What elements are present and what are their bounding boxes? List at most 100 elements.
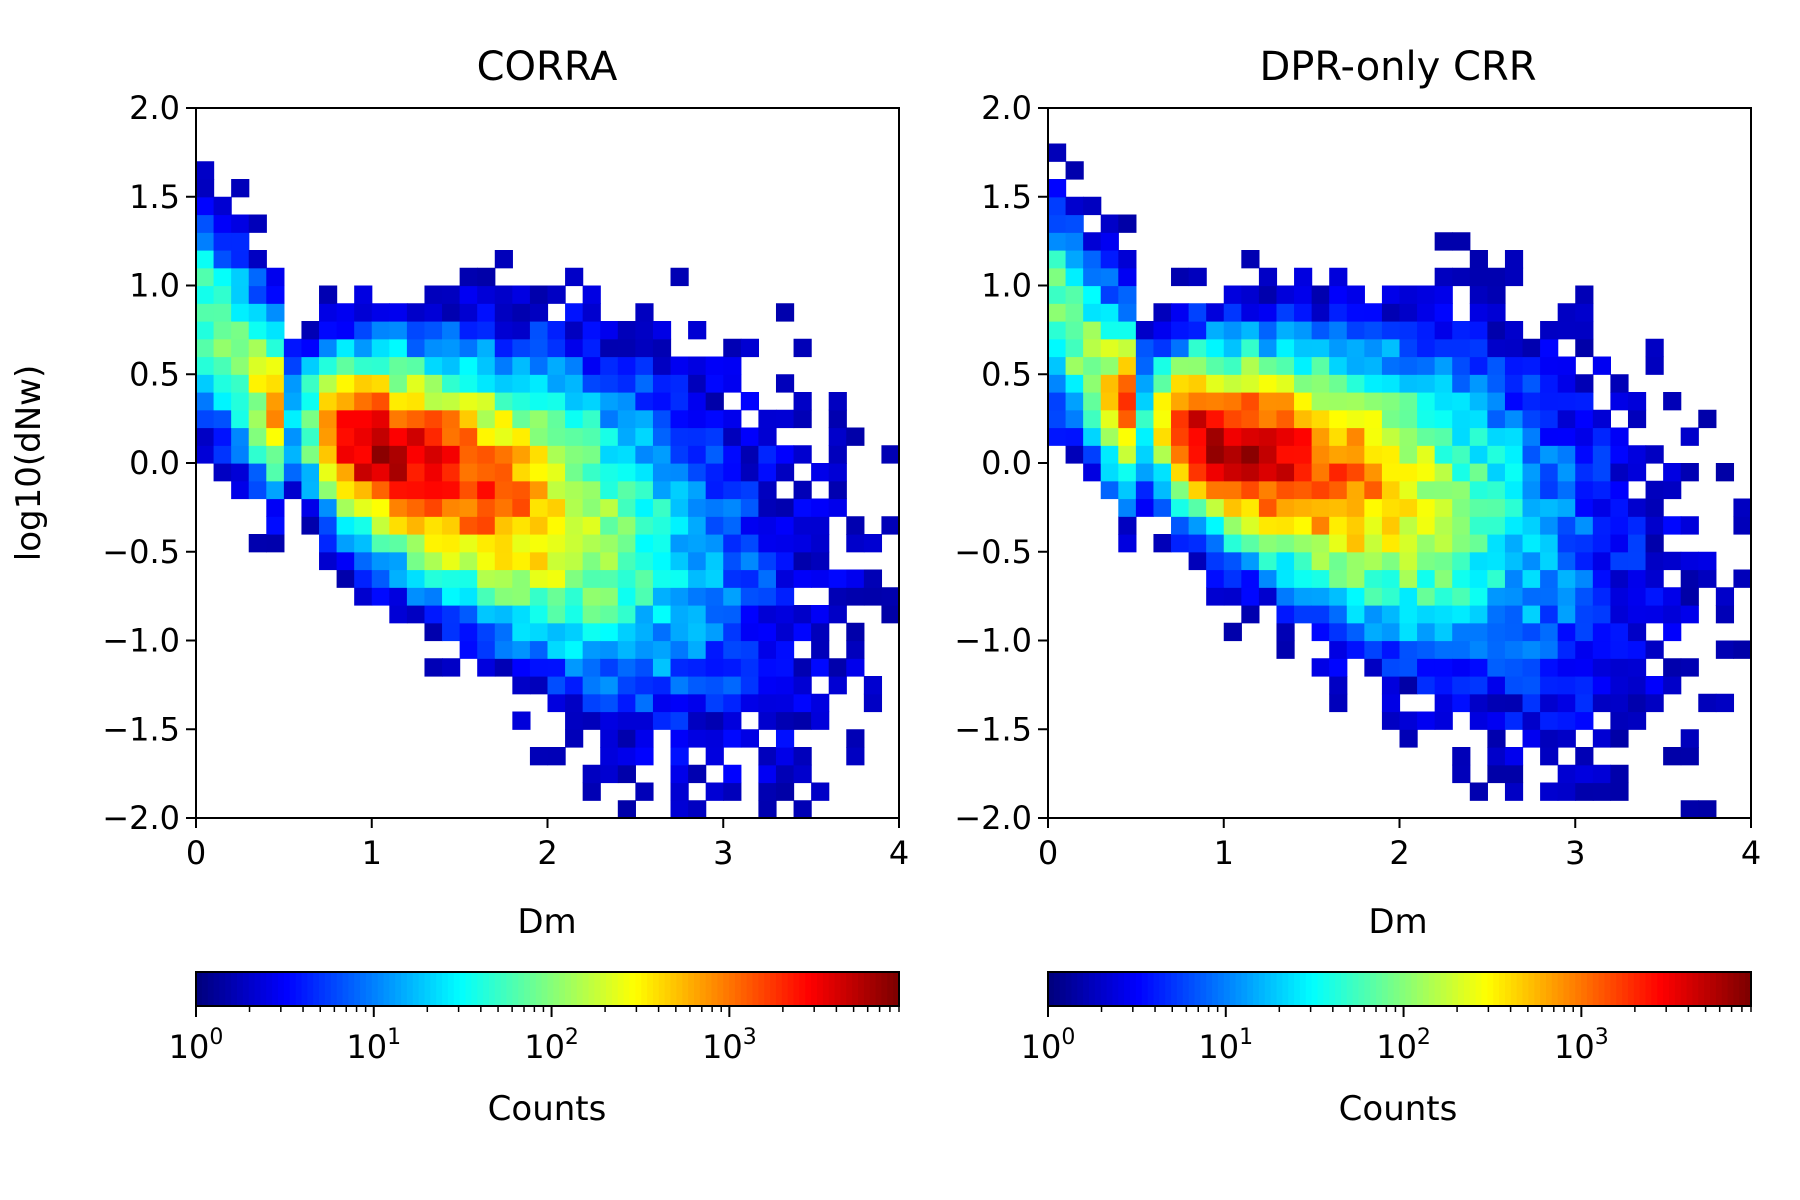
heatmap-cell [1311,569,1330,588]
heatmap-cell [1487,640,1506,659]
heatmap-cell [1223,356,1242,375]
heatmap-cell [600,622,619,642]
heatmap-cell [1504,622,1524,642]
heatmap-cell [1504,374,1524,393]
heatmap-cell [1241,392,1260,411]
heatmap-cell [600,747,619,766]
heatmap-cell [1258,551,1278,571]
colorbar-swatch [740,972,748,1006]
heatmap-cell [1276,516,1295,535]
colorbar-swatch [553,972,560,1006]
heatmap-cell [1381,551,1401,571]
heatmap-cell [740,693,759,713]
heatmap-cell [635,498,654,517]
colorbar-swatch [1188,972,1196,1006]
colorbar-swatch [1516,972,1524,1006]
heatmap-cell [529,569,549,588]
colorbar-swatch [1668,972,1676,1006]
heatmap-cell [1592,356,1611,375]
heatmap-cell [1048,267,1067,287]
heatmap-cell [758,534,777,553]
heatmap-cell [617,427,636,446]
heatmap-cell [1346,622,1365,642]
heatmap-cell [1065,427,1084,446]
heatmap-cell [1698,693,1717,713]
heatmap-cell [371,569,390,588]
heatmap-cell [1206,463,1225,482]
heatmap-cell [1258,409,1278,429]
heatmap-cell [231,463,250,482]
colorbar-swatch [1124,972,1131,1006]
colorbar-swatch [693,972,701,1006]
heatmap-cell [1540,392,1559,411]
colorbar-swatch [1487,972,1494,1006]
y-tick-label: 1.0 [981,267,1032,305]
colorbar-tick-label: 101 [1198,1025,1253,1066]
colorbar-swatch [1727,972,1735,1006]
colorbar-swatch [512,972,519,1006]
heatmap-cell [1575,747,1594,766]
heatmap-cell [758,676,777,695]
heatmap-cell [1557,392,1576,411]
heatmap-cell [1434,463,1453,482]
colorbar-swatch [1094,972,1102,1006]
heatmap-cell [652,445,672,464]
heatmap-cell [1065,356,1084,375]
colorbar-swatch [606,972,613,1006]
heatmap-cell [1645,587,1664,606]
heatmap-cell [266,303,285,322]
heatmap-cell [600,392,619,411]
heatmap-cell [1434,658,1453,677]
heatmap-cell [617,800,636,819]
heatmap-cell [1469,392,1488,411]
colorbar-swatch [1065,972,1073,1006]
heatmap-cell [371,392,390,411]
heatmap-cell [354,427,373,446]
heatmap-cell [740,605,759,624]
heatmap-cell [1083,445,1102,464]
heatmap-cell [547,516,566,535]
heatmap-cell [1557,516,1576,535]
heatmap-cell [846,747,865,766]
heatmap-cell [1135,374,1155,393]
heatmap-cell [1381,622,1401,642]
heatmap-cell [1241,587,1260,606]
heatmap-cell [1575,516,1594,535]
heatmap-cell [740,445,759,464]
heatmap-cell [1381,516,1401,535]
heatmap-cell [266,409,285,429]
heatmap-cell [1206,498,1225,517]
colorbar-swatch [729,972,736,1006]
heatmap-cell [1258,321,1278,340]
colorbar-swatch [582,972,590,1006]
colorbar-swatch [324,972,332,1006]
colorbar-swatch [1381,972,1389,1006]
colorbar-tick-label: 101 [346,1025,401,1066]
heatmap-cell [1381,587,1401,606]
heatmap-cell [565,409,584,429]
colorbar-swatch [1340,972,1348,1006]
heatmap-cell [758,569,777,588]
heatmap-cell [705,747,724,766]
heatmap-cell [600,605,619,624]
heatmap-cell [213,338,232,358]
colorbar-swatch [881,972,888,1006]
heatmap-cell [705,693,724,713]
heatmap-cell [231,232,250,251]
colorbar-swatch [1440,972,1447,1006]
heatmap-cell [582,764,601,784]
heatmap-cell [354,409,373,429]
heatmap-cell [565,658,584,677]
heatmap-cell [688,374,707,393]
heatmap-cell [529,463,549,482]
heatmap-cell [1100,250,1119,269]
heatmap-cell [1399,658,1418,677]
colorbar-swatch [1545,972,1553,1006]
heatmap-cell [1364,587,1383,606]
heatmap-cell [740,640,759,659]
heatmap-cell [494,409,513,429]
heatmap-cell [406,409,426,429]
heatmap-cell [635,693,654,713]
heatmap-cell [1504,321,1524,340]
heatmap-cell [459,587,478,606]
